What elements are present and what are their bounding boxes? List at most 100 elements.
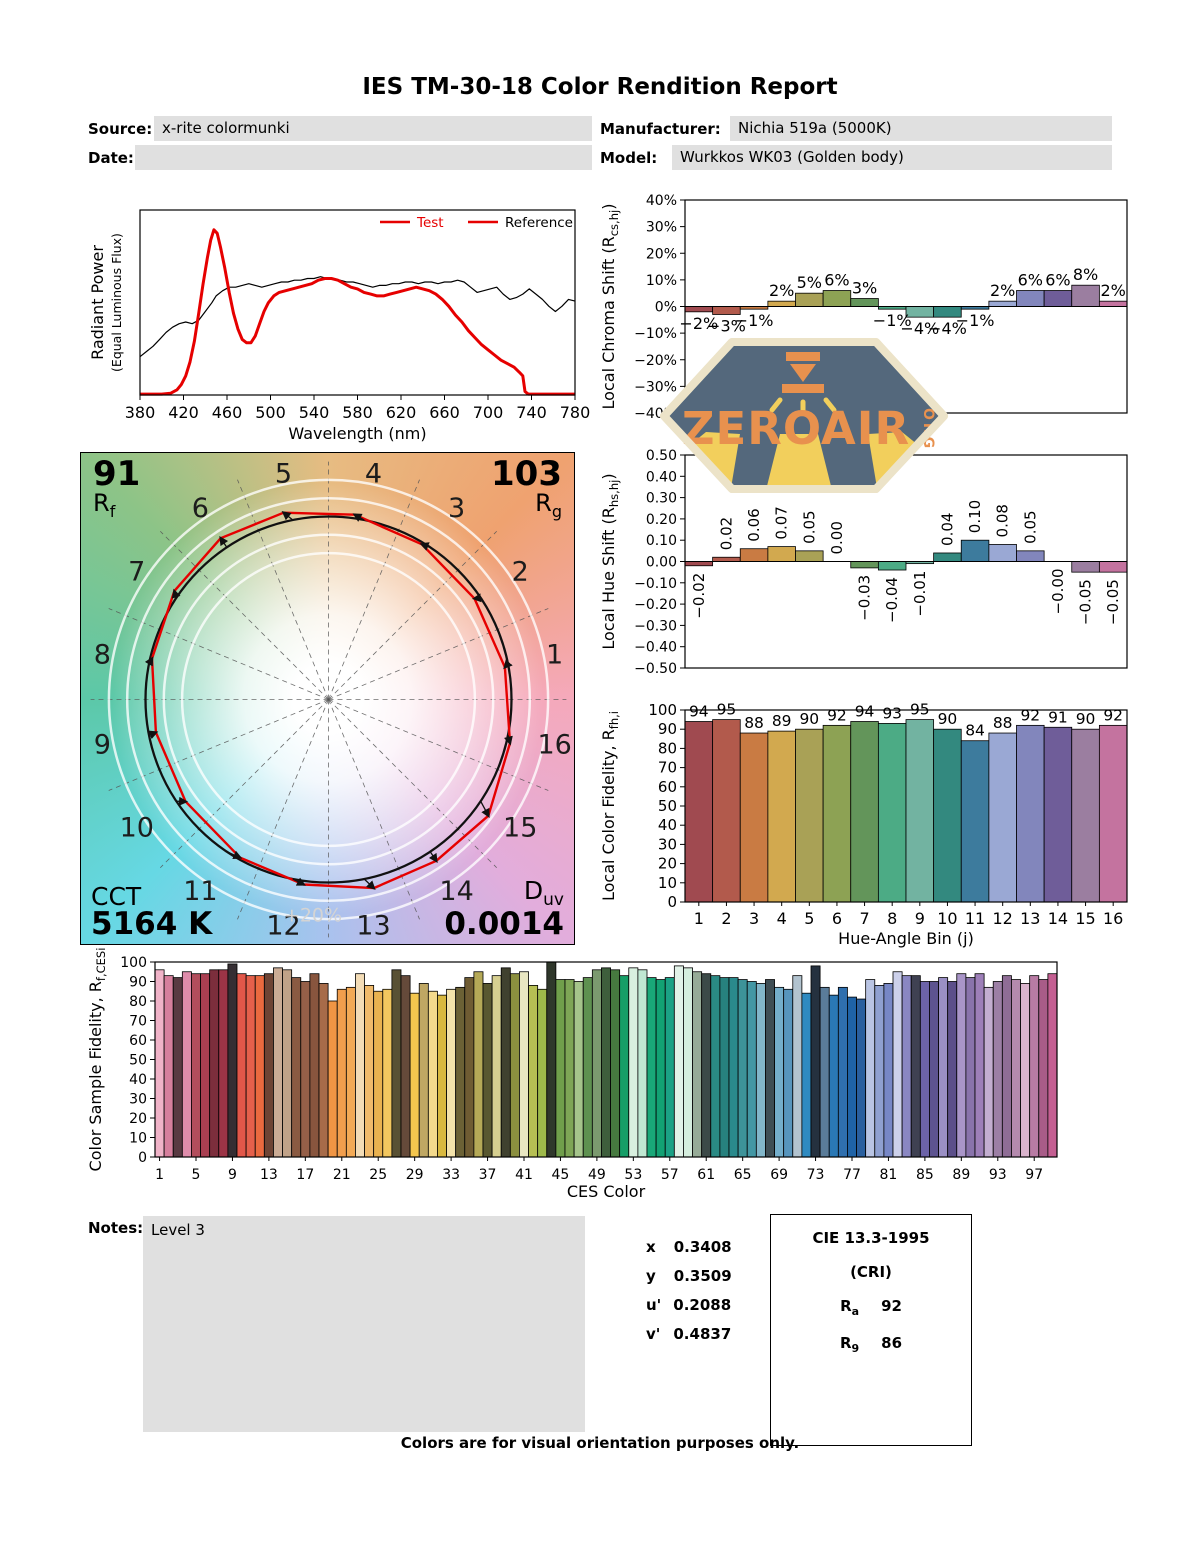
x-axis: 1 5 9 13 17 21 25 29 33 37 41 45 49 53 57 61 65 69 73 77 81 8… [155,1157,1043,1183]
bar [792,975,803,1158]
bar [1098,300,1128,307]
tick-label: 0% [655,300,677,316]
bar [209,969,220,1158]
tick-label: −0.20 [634,597,677,613]
bar [1071,561,1100,573]
bin-number: 2 [512,556,529,587]
bar [455,986,466,1158]
legend-reference: Reference [505,215,573,231]
tick-label: 60 [658,778,677,796]
tick-label: 20% [646,246,677,262]
tick-label: 49 [588,1167,606,1183]
bar [355,973,365,1158]
tick-label: −20% [634,353,677,369]
bar-label: 0.00 [828,521,846,554]
manufacturer-field: Nichia 519a (5000K) [730,116,1112,141]
bar [1001,975,1012,1158]
tick-label: 6 [832,909,842,928]
bin-number: 13 [356,911,390,942]
y-axis-title: (Equal Luminous Flux) [109,233,124,372]
bar [318,983,329,1158]
bar-labels: −2%−3%−1%2% 5% 6% 3%−1%−4%−4%−1%2%6% 6% 8%2% [679,265,1125,338]
bar-label: 90 [1076,710,1096,728]
x-axis: 1 2 3 4 5 6 7 8 9 10 11 12 13 14 15 16 [694,902,1123,928]
bar [172,977,183,1158]
tick-label: 4 [777,909,787,928]
cct-label: CCT [91,882,142,911]
bar [795,728,824,903]
tick-label: 540 [299,403,330,422]
bar-label: 90 [938,710,958,728]
bin-number: 1 [546,640,563,671]
page-title: IES TM-30-18 Color Rendition Report [362,74,838,100]
bin-number: 6 [192,493,209,524]
bar [336,988,347,1158]
bar [739,548,769,562]
plot-frame [684,709,1128,903]
bar-label: 92 [827,706,847,724]
bar [427,990,438,1158]
rf-block: 91 Rf [93,457,140,520]
bar-label: −1% [956,311,995,330]
tick-label: 0.50 [646,448,677,464]
bar [446,988,457,1158]
legend: Test Reference [380,215,573,231]
bin-number: 12 [266,911,300,942]
tick-label: 100 [648,701,677,719]
series-reference [139,276,576,358]
bar [227,963,238,1158]
tick-label: 37 [479,1167,497,1183]
manufacturer-label: Manufacturer: [600,120,721,138]
bar [519,971,529,1158]
tick-label: 5 [192,1167,201,1183]
bar [719,977,730,1158]
bar [273,967,283,1158]
date-label: Date: [88,149,134,167]
rg-label: Rg [535,489,562,521]
bar-label: 88 [744,714,764,732]
x-axis: 380 420 460 500 540 580 620 660 700 740 780 [125,395,590,422]
bar [801,992,812,1158]
bar [555,979,566,1158]
bar [1038,979,1049,1158]
tick-label: 25 [369,1167,387,1183]
bar [473,971,484,1158]
bar [767,730,796,903]
bar [856,998,867,1158]
bar [877,723,907,903]
bar [509,973,520,1158]
rg-value: 103 [491,454,562,494]
tick-label: −0.10 [634,576,677,592]
tick-label: −0.50 [634,661,677,677]
tick-label: 0.30 [646,491,677,507]
bar-label: 92 [1103,706,1123,724]
bar [728,977,739,1158]
bar [929,981,939,1158]
bar [683,967,693,1158]
bar-label: −1% [873,311,912,330]
bar [382,988,393,1158]
bar [163,975,174,1158]
tick-label: 70 [129,1014,147,1030]
bar [218,969,229,1158]
tick-label: 20 [129,1111,147,1127]
bar [254,975,265,1158]
x-axis-title: Wavelength (nm) [288,424,426,443]
tick-label: 61 [697,1167,715,1183]
tick-label: 40% [646,193,677,209]
duv-label: Duv [523,876,564,910]
bar [373,990,384,1158]
bar [988,732,1017,903]
tick-label: 53 [624,1167,642,1183]
bar [191,973,201,1158]
bar [528,985,539,1158]
tick-label: 10 [129,1131,147,1147]
bar-label: 84 [965,722,985,740]
bar [774,986,785,1158]
bar-label: 93 [882,704,902,722]
color-vector-graphic: 1 2 3 4 5 6 7 8 9 10 11 12 13 14 15 16 +20% 91 Rf 103 Rg… [80,452,575,945]
bar [673,965,684,1158]
